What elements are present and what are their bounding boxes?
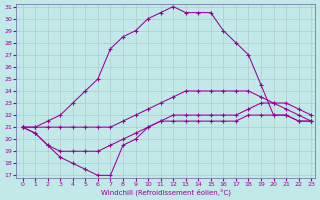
- X-axis label: Windchill (Refroidissement éolien,°C): Windchill (Refroidissement éolien,°C): [101, 188, 231, 196]
